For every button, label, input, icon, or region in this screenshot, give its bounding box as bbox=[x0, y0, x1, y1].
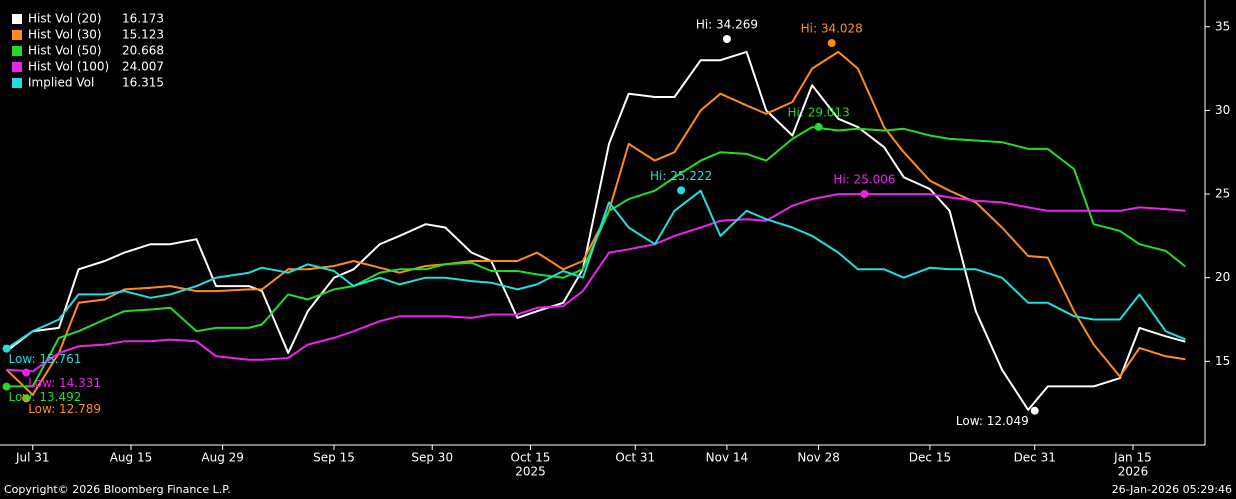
annotation-label: Hi: 29.013 bbox=[788, 105, 850, 119]
y-tick-label: 25 bbox=[1215, 187, 1230, 201]
legend-value: 16.173 bbox=[122, 12, 164, 26]
series-line bbox=[5, 189, 1186, 350]
legend-value: 20.668 bbox=[122, 44, 164, 58]
series-line bbox=[6, 126, 1187, 388]
x-tick-label: Oct 31 bbox=[615, 451, 655, 465]
y-tick-label: 35 bbox=[1215, 19, 1230, 33]
annotation-dot bbox=[827, 39, 836, 48]
legend-label: Hist Vol (30) bbox=[28, 28, 102, 42]
x-tick-label: Nov 28 bbox=[797, 451, 840, 465]
x-tick-label: Dec 15 bbox=[909, 451, 951, 465]
legend-swatch bbox=[12, 78, 22, 88]
annotation-label: Low: 12.049 bbox=[956, 414, 1029, 428]
annotation-label: Hi: 34.269 bbox=[696, 17, 758, 31]
annotation-label: Hi: 25.222 bbox=[650, 169, 712, 183]
annotation-label: Low: 15.761 bbox=[9, 352, 82, 366]
copyright: Copyright© 2026 Bloomberg Finance L.P. bbox=[4, 483, 231, 496]
legend-label: Hist Vol (100) bbox=[28, 60, 109, 74]
x-tick-label: Aug 15 bbox=[110, 451, 153, 465]
annotation-dot bbox=[677, 186, 686, 195]
series-line bbox=[5, 50, 1186, 396]
annotation-label: Hi: 34.028 bbox=[801, 22, 863, 36]
x-tick-label: Jan 15 bbox=[1113, 451, 1152, 465]
x-tick-label: Dec 31 bbox=[1014, 451, 1056, 465]
legend-label: Hist Vol (50) bbox=[28, 44, 102, 58]
annotation-dot bbox=[722, 34, 731, 43]
series-line bbox=[6, 193, 1186, 373]
annotation-dot bbox=[2, 344, 11, 353]
annotation-dot bbox=[860, 189, 869, 198]
annotation-dot bbox=[22, 368, 31, 377]
x-tick-label: Oct 15 bbox=[511, 451, 551, 465]
timestamp: 26-Jan-2026 05:29:46 bbox=[1112, 483, 1232, 496]
year-label: 2026 bbox=[1118, 465, 1149, 479]
y-tick-label: 20 bbox=[1215, 270, 1230, 284]
y-tick-label: 15 bbox=[1215, 354, 1230, 368]
annotation-dot bbox=[1030, 406, 1039, 415]
x-tick-label: Aug 29 bbox=[201, 451, 244, 465]
legend-label: Hist Vol (20) bbox=[28, 12, 102, 26]
annotation-label: Hi: 25.006 bbox=[833, 172, 895, 186]
x-tick-label: Sep 30 bbox=[411, 451, 453, 465]
annotation-dot bbox=[22, 394, 31, 403]
legend-swatch bbox=[12, 30, 22, 40]
legend-swatch bbox=[12, 14, 22, 24]
legend-label: Implied Vol bbox=[28, 76, 94, 90]
legend-swatch bbox=[12, 46, 22, 56]
y-tick-label: 30 bbox=[1215, 103, 1230, 117]
annotation-label: Low: 12.789 bbox=[28, 402, 101, 416]
series-line bbox=[5, 50, 1186, 411]
annotation-dot bbox=[2, 382, 11, 391]
x-tick-label: Nov 14 bbox=[706, 451, 749, 465]
legend-value: 16.315 bbox=[122, 76, 164, 90]
annotation-label: Low: 13.492 bbox=[9, 390, 82, 404]
year-label: 2025 bbox=[515, 465, 546, 479]
annotation-label: Low: 14.331 bbox=[28, 376, 101, 390]
x-tick-label: Jul 31 bbox=[15, 451, 50, 465]
legend-value: 24.007 bbox=[122, 60, 164, 74]
annotation-dot bbox=[814, 122, 823, 131]
legend-value: 15.123 bbox=[122, 28, 164, 42]
legend-swatch bbox=[12, 62, 22, 72]
x-tick-label: Sep 15 bbox=[313, 451, 355, 465]
